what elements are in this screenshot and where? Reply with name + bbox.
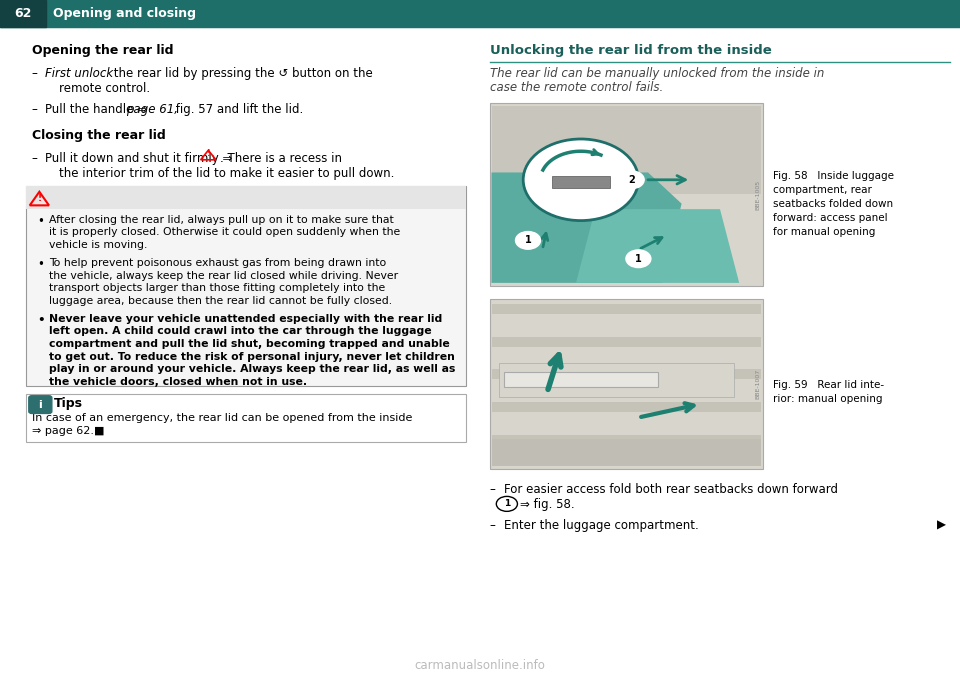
Bar [0,0,46,27]
Text: it is properly closed. Otherwise it could open suddenly when the: it is properly closed. Otherwise it coul… [49,227,400,237]
Text: Unlocking the rear lid from the inside: Unlocking the rear lid from the inside [490,44,771,57]
Bar [490,103,763,286]
Circle shape [619,171,644,188]
Text: 1: 1 [524,235,532,245]
Text: the vehicle, always keep the rear lid closed while driving. Never: the vehicle, always keep the rear lid cl… [49,271,398,281]
Bar [492,439,761,466]
Text: –: – [32,67,37,80]
Text: Closing the rear lid: Closing the rear lid [32,129,165,141]
Bar [26,394,466,442]
Text: 1: 1 [635,254,642,264]
Text: vehicle is moving.: vehicle is moving. [49,240,147,250]
Bar [492,106,761,194]
Text: –: – [490,483,495,496]
Text: the interior trim of the lid to make it easier to pull down.: the interior trim of the lid to make it … [59,167,394,180]
Polygon shape [576,209,739,283]
Text: 2: 2 [628,175,636,185]
Text: transport objects larger than those fitting completely into the: transport objects larger than those fitt… [49,284,385,293]
Text: To help prevent poisonous exhaust gas from being drawn into: To help prevent poisonous exhaust gas fr… [49,258,386,268]
Text: remote control.: remote control. [59,82,150,95]
Text: i: i [38,400,42,409]
Text: fig. 57 and lift the lid.: fig. 57 and lift the lid. [172,103,303,116]
Bar [490,299,763,469]
Text: BBE-1007: BBE-1007 [756,369,760,398]
Text: The rear lid can be manually unlocked from the inside in: The rear lid can be manually unlocked fr… [490,67,824,80]
Circle shape [496,496,517,511]
Text: Opening and closing: Opening and closing [53,7,196,20]
Text: carmanualsonline.info: carmanualsonline.info [415,659,545,672]
Text: •: • [37,215,44,228]
Text: ▶: ▶ [937,519,946,532]
Text: Enter the luggage compartment.: Enter the luggage compartment. [504,519,699,532]
Text: Pull it down and shut it firmly ⇒: Pull it down and shut it firmly ⇒ [45,152,236,165]
Text: –: – [490,519,495,532]
Polygon shape [492,173,682,283]
Bar [26,186,466,386]
Bar [499,363,734,397]
Bar [504,372,658,387]
Bar [492,369,761,379]
Text: case the remote control fails.: case the remote control fails. [490,81,662,94]
Bar [492,402,761,412]
Circle shape [626,250,651,268]
Text: –: – [32,152,37,165]
Bar [492,337,761,347]
Text: For easier access fold both rear seatbacks down forward: For easier access fold both rear seatbac… [504,483,838,496]
Text: ⇒ page 62.■: ⇒ page 62.■ [32,426,105,437]
Text: In case of an emergency, the rear lid can be opened from the inside: In case of an emergency, the rear lid ca… [32,413,412,423]
Text: 62: 62 [14,7,32,20]
Text: BBE-1005: BBE-1005 [756,180,760,209]
Text: 1: 1 [504,499,510,509]
Text: Tips: Tips [54,397,83,410]
Text: •: • [37,258,44,271]
Text: to get out. To reduce the risk of personal injury, never let children: to get out. To reduce the risk of person… [49,352,455,362]
Circle shape [523,139,638,220]
FancyBboxPatch shape [29,396,52,413]
Text: Fig. 59   Rear lid inte-
rior: manual opening: Fig. 59 Rear lid inte- rior: manual open… [773,380,884,404]
Text: Pull the handle ⇒: Pull the handle ⇒ [45,103,151,116]
Text: luggage area, because then the rear lid cannot be fully closed.: luggage area, because then the rear lid … [49,296,392,306]
Bar [492,304,761,314]
Text: !: ! [37,194,41,203]
Text: !: ! [206,149,210,158]
Text: First unlock: First unlock [45,67,113,80]
Text: WARNING: WARNING [56,189,124,202]
Text: compartment and pull the lid shut, becoming trapped and unable: compartment and pull the lid shut, becom… [49,339,449,349]
Text: play in or around your vehicle. Always keep the rear lid, as well as: play in or around your vehicle. Always k… [49,364,455,374]
Text: •: • [37,314,45,327]
Text: After closing the rear lid, always pull up on it to make sure that: After closing the rear lid, always pull … [49,215,394,225]
Text: . There is a recess in: . There is a recess in [220,152,342,165]
Bar [26,186,466,209]
Circle shape [516,232,540,250]
Text: the rear lid by pressing the ↺ button on the: the rear lid by pressing the ↺ button on… [110,67,373,80]
Text: the vehicle doors, closed when not in use.: the vehicle doors, closed when not in us… [49,377,307,387]
Text: left open. A child could crawl into the car through the luggage: left open. A child could crawl into the … [49,326,432,337]
Text: –: – [32,103,37,116]
Text: Opening the rear lid: Opening the rear lid [32,44,173,57]
Bar [0,0,960,27]
Bar [492,435,761,445]
Text: Never leave your vehicle unattended especially with the rear lid: Never leave your vehicle unattended espe… [49,314,443,324]
Bar [552,175,610,188]
Text: page 61,: page 61, [126,103,178,116]
Text: Fig. 58   Inside luggage
compartment, rear
seatbacks folded down
forward: access: Fig. 58 Inside luggage compartment, rear… [773,171,894,237]
Text: ⇒ fig. 58.: ⇒ fig. 58. [520,498,575,511]
